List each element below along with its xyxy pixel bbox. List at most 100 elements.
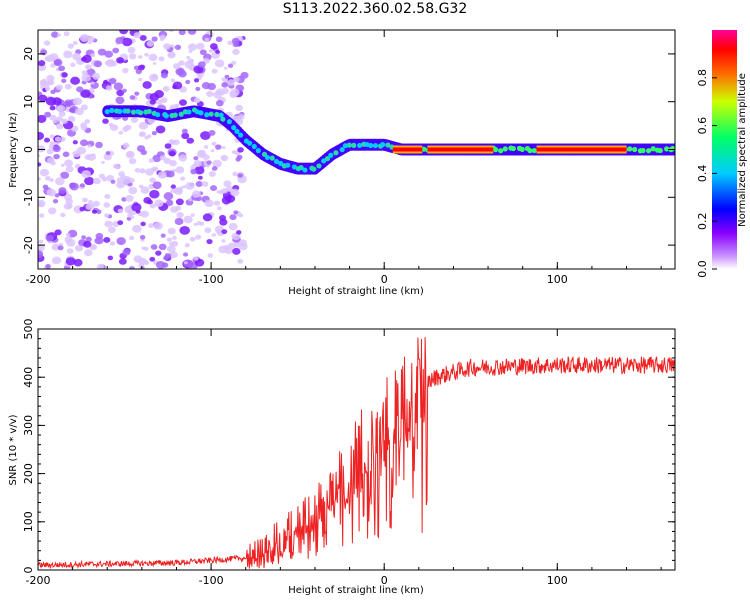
spectrogram-cell xyxy=(60,171,70,179)
spectrogram-cell xyxy=(197,61,206,68)
x-tick-label: -100 xyxy=(199,574,224,587)
spectrogram-cell xyxy=(174,44,182,50)
spectrogram-cell xyxy=(56,116,64,122)
spectrogram-cell xyxy=(102,118,109,124)
spectrogram-cell xyxy=(200,131,211,140)
spectrogram-cell xyxy=(221,239,226,243)
ridge-core xyxy=(640,147,646,154)
spectrogram-cell xyxy=(229,214,237,221)
spectrogram-cell xyxy=(79,183,85,188)
spectrogram-cell xyxy=(120,175,127,180)
ridge-core xyxy=(531,147,537,154)
spectrogram-cell xyxy=(59,242,63,247)
spectrogram-cell xyxy=(193,97,201,103)
spectrogram-cell xyxy=(233,210,239,215)
spectrogram-cell xyxy=(92,177,101,185)
spectrogram-cell xyxy=(186,137,194,144)
spectrogram-cell xyxy=(158,243,167,251)
spectrogram-cell xyxy=(138,55,143,59)
snr-ticks: -200 -100 0 100 0 100 200 300 400 500 xyxy=(22,319,675,587)
spectrogram-cell xyxy=(148,53,158,62)
spectrogram-cell xyxy=(101,160,105,164)
spectrogram-cell xyxy=(76,86,84,93)
ridge-core xyxy=(104,109,110,115)
colorbar-tick-label: 0.6 xyxy=(696,117,709,135)
spectrogram-cell xyxy=(58,187,67,194)
spectrogram-cell xyxy=(107,255,114,261)
spectrogram-cell xyxy=(206,160,212,165)
colorbar-ticks: 0.0 0.2 0.4 0.6 0.8 xyxy=(696,69,717,278)
spectrogram-cell xyxy=(216,190,220,194)
x-tick-label: 0 xyxy=(381,574,388,587)
ridge-core xyxy=(333,150,339,156)
spectrogram-cell xyxy=(139,235,146,240)
spectrogram-cell xyxy=(80,89,91,98)
spectrogram-cell xyxy=(196,42,205,50)
spectrogram-cell xyxy=(60,163,65,167)
spectrogram-cell xyxy=(211,68,218,74)
spectrogram-cell xyxy=(117,208,124,214)
spectrogram-cell xyxy=(160,173,166,178)
spectrogram-cell xyxy=(92,73,101,80)
spectrogram-cell xyxy=(84,176,95,186)
snr-y-label: SNR (10 * v/v) xyxy=(8,414,19,485)
spectrogram-cell xyxy=(178,30,186,36)
spectrogram-cell xyxy=(49,105,56,111)
spectrogram-cell xyxy=(88,41,92,45)
spectrogram-cell xyxy=(128,157,137,165)
spectrogram-cell xyxy=(67,43,74,49)
spectrogram-cell xyxy=(138,132,144,137)
spectrogram-cell xyxy=(199,49,207,56)
spectrogram-cell xyxy=(195,86,201,91)
snr-frame xyxy=(37,328,676,571)
spectrogram-cell xyxy=(85,203,94,210)
spectrogram-cell xyxy=(122,126,129,132)
colorbar-tick-label: 0.4 xyxy=(696,165,709,183)
snr-panel: -200 -100 0 100 0 100 200 300 400 500 Height of s… xyxy=(8,319,676,596)
spectrogram-cell xyxy=(38,154,41,158)
spectrogram-cell xyxy=(139,168,146,174)
spectrogram-cell xyxy=(169,30,174,33)
spectrogram-cell xyxy=(122,67,129,74)
spectrogram-cell xyxy=(116,237,126,246)
spectrogram-cell xyxy=(170,184,176,189)
spectrogram-cell xyxy=(178,70,187,78)
spectrogram-cell xyxy=(170,78,176,83)
spectrogram-cell xyxy=(166,245,176,253)
spectrogram-cell xyxy=(84,64,92,70)
ridge-core xyxy=(372,143,379,149)
spectrogram-cell xyxy=(91,153,96,157)
ridge-core xyxy=(346,142,352,148)
spectrogram-cell xyxy=(193,160,202,167)
spectrogram-cell xyxy=(235,157,241,162)
spectrogram-cell xyxy=(79,206,85,212)
spectrogram-cell xyxy=(162,85,170,92)
ridge-core xyxy=(385,142,391,148)
spectrogram-cell xyxy=(49,134,55,139)
spectrogram-cell xyxy=(45,234,54,242)
colorbar-gradient xyxy=(712,30,737,269)
ridge-core xyxy=(172,112,178,118)
ridge-core xyxy=(657,147,663,154)
spectrogram-cell xyxy=(130,215,135,219)
ridge-core xyxy=(178,111,184,117)
spectrogram-cell xyxy=(195,180,203,187)
spectrogram-cell xyxy=(91,209,97,214)
spectrogram-cell xyxy=(173,139,180,145)
ridge-core xyxy=(502,146,508,152)
spectrogram-cell xyxy=(80,104,88,111)
spectrogram-cell xyxy=(85,236,92,242)
ridge-core xyxy=(226,119,232,125)
spectrogram-cell xyxy=(87,144,92,148)
spectrogram-cell xyxy=(204,37,210,42)
spectrogram-cell xyxy=(54,229,62,236)
spectrogram-cell xyxy=(183,215,193,224)
spectrogram-cell xyxy=(215,144,222,150)
spectrogram-cell xyxy=(149,203,156,209)
spectrogram-cell xyxy=(195,234,202,240)
spectrogram-cell xyxy=(38,145,45,153)
snr-series-line xyxy=(38,336,675,570)
spectrogram-cell xyxy=(82,197,88,203)
ridge-peak-band xyxy=(536,147,627,152)
ridge-core xyxy=(234,128,240,134)
